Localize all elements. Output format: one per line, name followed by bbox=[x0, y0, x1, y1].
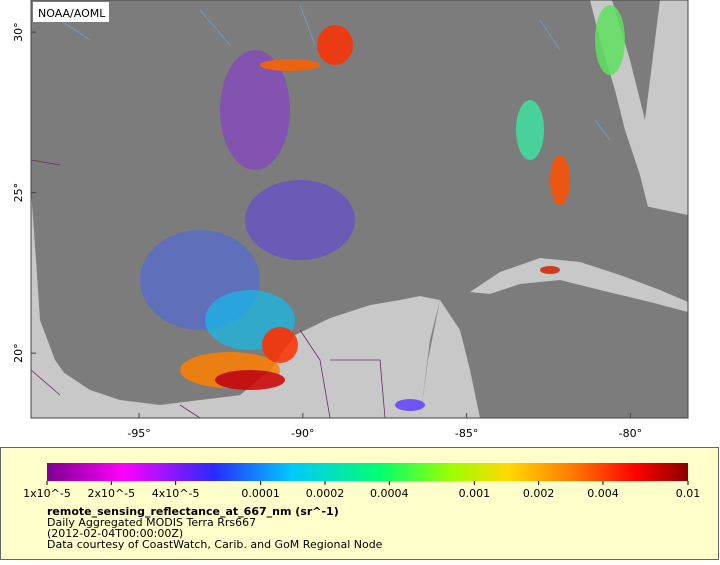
colorbar-tick-label: 0.0002 bbox=[306, 487, 345, 500]
credit-box bbox=[33, 2, 109, 22]
map-area bbox=[31, 0, 688, 418]
legend-title: remote_sensing_reflectance_at_667_nm (sr… bbox=[47, 505, 339, 518]
colorbar-tick-label: 0.001 bbox=[459, 487, 491, 500]
axes: -95° -90° -85° -80° 20° 25° 30° bbox=[12, 22, 642, 440]
colorbar-tick-label: 1x10^-5 bbox=[23, 487, 71, 500]
y-tick-label: 20° bbox=[12, 343, 25, 363]
colorbar-tick-label: 0.0001 bbox=[241, 487, 280, 500]
colorbar-tick-label: 0.01 bbox=[676, 487, 701, 500]
legend-line: (2012-02-04T00:00:00Z) bbox=[47, 527, 183, 540]
legend-line: Daily Aggregated MODIS Terra Rrs667 bbox=[47, 516, 256, 529]
cuba bbox=[470, 258, 688, 312]
legend-line: Data courtesy of CoastWatch, Carib. and … bbox=[47, 538, 383, 551]
map-frame bbox=[30, 0, 689, 419]
legend-ticks: 1x10^-5 2x10^-5 4x10^-5 0.0001 0.0002 0.0004 0… bbox=[23, 481, 700, 500]
colorbar-tick-label: 0.002 bbox=[523, 487, 555, 500]
x-tick-label: -85° bbox=[455, 427, 478, 440]
x-tick-label: -90° bbox=[291, 427, 314, 440]
credit: NOAA/AOML bbox=[38, 7, 106, 20]
data-pixels bbox=[140, 5, 625, 411]
y-tick-label: 30° bbox=[12, 22, 25, 42]
colorbar-tick-label: 4x10^-5 bbox=[152, 487, 200, 500]
colorbar-tick-label: 2x10^-5 bbox=[87, 487, 135, 500]
borders bbox=[31, 159, 386, 418]
gulf-coast bbox=[31, 0, 440, 418]
colorbar bbox=[47, 463, 688, 481]
x-tick-label: -95° bbox=[127, 427, 150, 440]
colorbar-tick-label: 0.0004 bbox=[370, 487, 409, 500]
x-tick-label: -80° bbox=[619, 427, 642, 440]
central-america bbox=[420, 300, 480, 418]
colorbar-tick-label: 0.004 bbox=[587, 487, 619, 500]
rivers bbox=[59, 4, 611, 141]
y-tick-label: 25° bbox=[12, 183, 25, 203]
